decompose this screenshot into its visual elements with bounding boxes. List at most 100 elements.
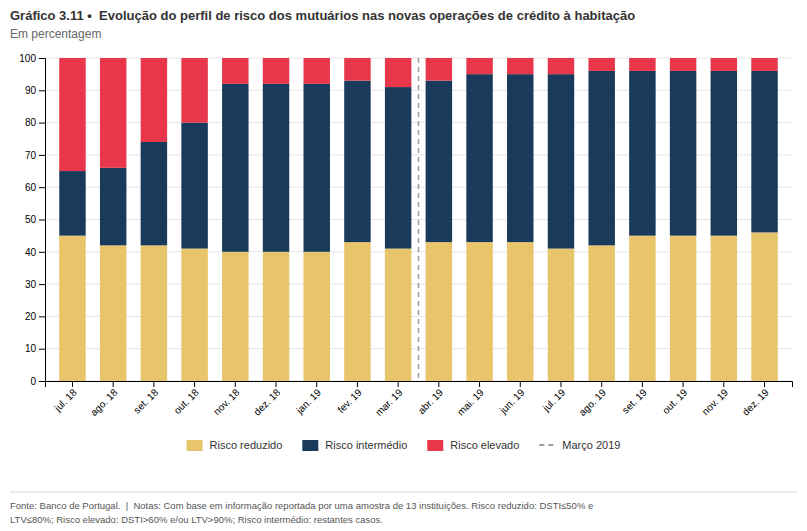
bar [181, 249, 207, 381]
bar [303, 58, 329, 84]
y-tick-label: 0 [30, 376, 36, 387]
x-tick: out. 19 [660, 381, 690, 416]
bar [385, 58, 411, 87]
bar [344, 81, 370, 243]
bar [303, 84, 329, 252]
x-tick-mark [153, 381, 154, 387]
x-tick-mark [113, 381, 114, 387]
bar [507, 74, 533, 242]
bar [263, 58, 289, 84]
x-tick-mark [642, 381, 643, 387]
x-tick-mark [72, 381, 73, 387]
bar [548, 58, 574, 74]
y-axis: 0102030405060708090100 [19, 53, 45, 387]
legend-item: Risco elevado [427, 439, 519, 451]
title: Gráfico 3.11 • Evolução do perfil de ris… [10, 8, 635, 23]
y-tick-label: 60 [25, 182, 37, 193]
legend-label: Risco elevado [450, 439, 519, 451]
y-tick-mark [39, 187, 45, 188]
bar [59, 58, 85, 171]
subtitle: Em percentagem [10, 27, 101, 41]
y-tick: 20 [25, 311, 45, 322]
bar [426, 81, 452, 243]
y-tick: 100 [19, 53, 45, 64]
bar [466, 242, 492, 381]
bar [141, 142, 167, 245]
x-tick: fev. 19 [335, 381, 364, 415]
bar [426, 58, 452, 81]
y-tick: 0 [30, 376, 45, 387]
x-tick-label: set. 18 [131, 386, 160, 415]
x-tick: nov. 18 [211, 381, 242, 417]
bar [588, 58, 614, 71]
bar [670, 58, 696, 71]
y-tick-mark [39, 90, 45, 91]
bar [344, 242, 370, 381]
x-tick: dez. 19 [740, 381, 771, 418]
x-tick-mark [398, 381, 399, 387]
x-tick-label: dez. 19 [740, 386, 771, 417]
bar [100, 58, 126, 168]
y-tick-label: 50 [25, 214, 37, 225]
bar [466, 74, 492, 242]
x-tick: dez. 18 [251, 381, 282, 418]
y-tick-mark [39, 123, 45, 124]
bar [670, 236, 696, 381]
bar [222, 84, 248, 252]
y-tick: 60 [25, 182, 45, 193]
y-tick-label: 100 [19, 53, 36, 64]
legend-swatch [302, 440, 318, 451]
legend-label: Risco reduzido [210, 439, 283, 451]
y-tick-mark [39, 155, 45, 156]
bar [588, 245, 614, 381]
bar [629, 58, 655, 71]
bar [548, 74, 574, 248]
y-tick-label: 70 [25, 150, 37, 161]
y-tick-mark [39, 220, 45, 221]
bar [263, 84, 289, 252]
bar [507, 242, 533, 381]
x-tick-mark [479, 381, 480, 387]
footnote: LTV≤80%; Risco elevado: DSTI>60% e/ou LT… [10, 514, 383, 525]
y-tick-label: 90 [25, 85, 37, 96]
legend: Risco reduzidoRisco intermédioRisco elev… [187, 439, 621, 451]
x-tick-mark [683, 381, 684, 387]
y-tick-mark [39, 349, 45, 350]
x-tick-label: mai. 19 [455, 386, 486, 417]
x-tick-mark [276, 381, 277, 387]
bar [751, 71, 777, 233]
y-tick-mark [39, 284, 45, 285]
x-tick-mark [560, 381, 561, 387]
bar [670, 71, 696, 236]
bar [100, 245, 126, 381]
bar [466, 58, 492, 74]
x-tick-label: jan. 19 [293, 386, 323, 416]
x-tick-mark [520, 381, 521, 387]
x-tick-mark [438, 381, 439, 387]
x-tick: abr. 19 [416, 381, 446, 416]
legend-item: Março 2019 [539, 439, 620, 451]
reference-line [418, 58, 420, 381]
x-tick-mark [723, 381, 724, 387]
bar [629, 236, 655, 381]
bar [263, 252, 289, 381]
x-tick-mark [316, 381, 317, 387]
bar [548, 249, 574, 381]
x-tick: ago. 18 [88, 381, 120, 418]
x-axis: jul. 18ago. 18set. 18out. 18nov. 18dez. … [46, 381, 793, 418]
legend-label: Março 2019 [562, 439, 620, 451]
bar [344, 58, 370, 81]
y-tick: 50 [25, 214, 45, 225]
bar [303, 252, 329, 381]
y-tick-label: 30 [25, 279, 37, 290]
bar [751, 232, 777, 381]
x-tick-mark [357, 381, 358, 387]
x-tick-mark [194, 381, 195, 387]
y-tick: 10 [25, 343, 45, 354]
x-tick-label: out. 19 [660, 386, 690, 416]
x-tick: jun. 19 [497, 381, 527, 416]
grid [45, 58, 792, 381]
x-tick-mark [764, 381, 765, 387]
legend-line [539, 444, 557, 446]
footnote: Fonte: Banco de Portugal. | Notas: Com b… [10, 500, 593, 511]
